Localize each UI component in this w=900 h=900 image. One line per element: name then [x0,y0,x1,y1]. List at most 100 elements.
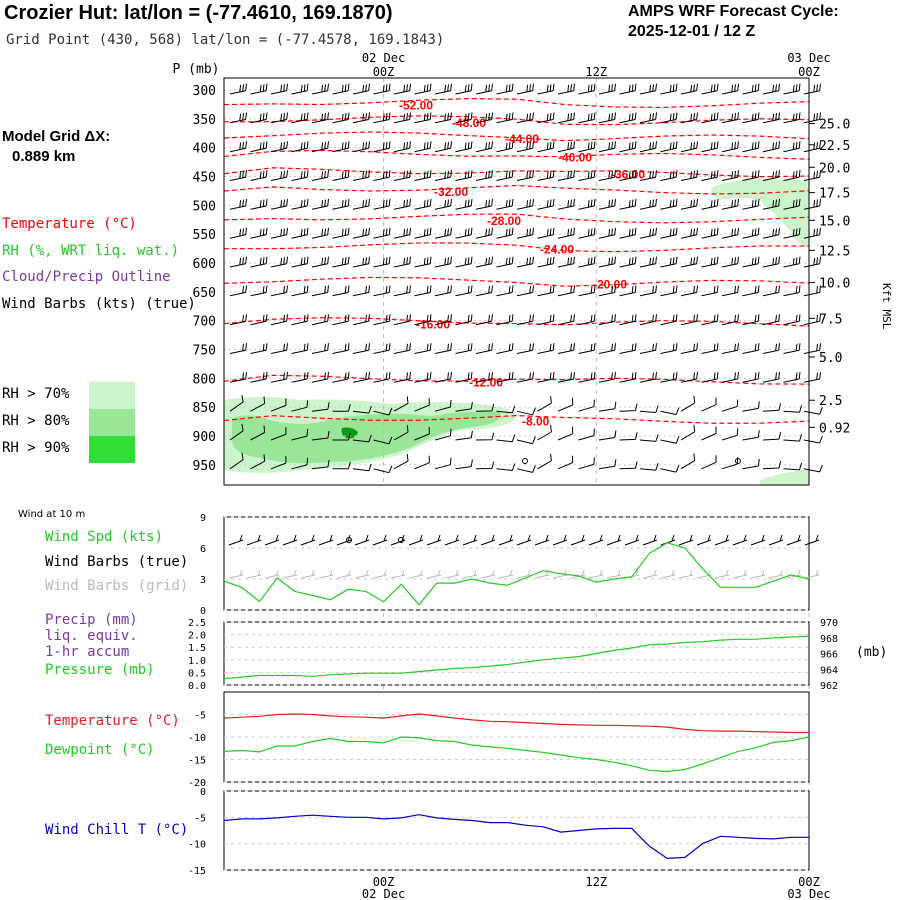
wind-barb [229,423,244,441]
wind-barb [660,141,678,153]
wind-barb [537,314,555,326]
rh70-region-surface [760,470,809,485]
wind-barb [762,83,780,95]
wind-barb [229,371,247,383]
calm-wind-marker [346,537,352,543]
wind-barb [229,343,247,354]
rh70-swatch [89,382,135,409]
wind-barb [680,371,698,383]
legend-rh90: RH > 90% [2,440,70,456]
wind-barb [270,371,288,383]
wind-barb [270,427,287,441]
isotherm-line [223,242,810,253]
isotherm-label: -36.00 [611,168,645,182]
wind-barb [639,405,659,413]
wind-barb [475,403,495,412]
wind-barb [619,403,638,412]
wind-barb [598,83,616,95]
wind-barb [803,227,821,239]
wind-barb [516,285,534,297]
surface-wind-barb-true [714,534,730,546]
wind-barb [537,424,552,441]
wind-barb [434,83,452,95]
wind-barb [291,83,309,95]
legend-rh: RH (%, WRT liq. wat.) [2,243,180,259]
wind-barb [291,400,309,412]
pressure-panel-tick-label: 1.0 [188,656,206,667]
wind-barb [496,371,514,383]
temp-panel-tick-label: -20 [188,778,206,789]
pressure-panel-tick-label: 0.5 [188,668,206,679]
wind-barb [332,198,350,210]
wind-barb [496,314,514,326]
windchill-line [223,814,809,860]
windchill-panel-tick-label: -5 [194,813,206,824]
surface-wind-barb-grid [768,569,784,579]
wind-barb [332,256,350,268]
surface-wind-barb-true [570,534,586,546]
wind-barb [783,405,803,413]
wind-barb [270,227,288,239]
surface-wind-barb-true [678,534,694,546]
wind-barb [660,464,680,473]
pressure-unit-label: (mb) [856,645,887,660]
wind-barb [332,141,350,153]
legend-pressure: Pressure (mb) [45,662,155,678]
wind-barb [803,141,821,153]
wind-barb [352,314,370,326]
pressure-line [223,635,810,680]
wind-barb [496,83,514,95]
wind-barb [537,83,555,95]
wind-barb [660,371,678,383]
wind-barb [229,112,247,124]
surface-wind-barb-true [354,534,370,546]
rh90-swatch [89,436,135,463]
wind-barb [783,227,801,239]
wind-barb [537,112,555,124]
wind-barb [434,112,452,124]
wind-barb [352,343,370,354]
height-tick-label: 5.0 [819,351,842,366]
surface-wind-barb-true [444,534,460,546]
wind-barb [660,343,678,354]
isotherm-line [223,276,810,287]
wind-barb [311,430,330,441]
pressure-tick-label: 450 [193,170,216,185]
wind-barb [393,170,411,181]
wind-barb [783,198,801,210]
surface-wind-barb-grid [570,569,586,579]
pressure-tick-label: 750 [193,343,216,358]
wind-barb [598,170,616,181]
surface-wind-barb-grid [228,569,244,579]
wind-barb [270,170,288,181]
time-label-bottom: 00Z [373,875,395,889]
wind-barb [803,112,821,124]
wind-barb [455,314,473,326]
wind-barb [332,285,350,297]
wind-barb [803,464,823,473]
wind-barb [660,436,680,444]
isotherm-line [223,98,810,109]
wind-barb [475,285,493,297]
wind-barb [762,431,782,441]
isotherm-line [223,213,810,224]
wind-barb [701,397,717,412]
wind-barb [680,141,698,153]
isotherm-label: -12.00 [469,375,503,389]
wind-barb [598,371,616,383]
wind-barb [393,343,411,354]
wind-barb [742,314,760,326]
legend-cloud: Cloud/Precip Outline [2,269,171,285]
wind-barb [619,83,637,95]
wind-barb [803,343,821,354]
wind-barb [803,407,823,415]
isotherm-line [223,184,810,195]
pressure-tick-label: 950 [193,459,216,474]
wind-barb [783,141,801,153]
wind-barb [332,83,350,95]
wind-barb [742,343,760,354]
wind-barb [393,454,409,470]
wind-barb [537,198,555,210]
wind-barb [270,285,288,297]
wind-barb [352,256,370,268]
